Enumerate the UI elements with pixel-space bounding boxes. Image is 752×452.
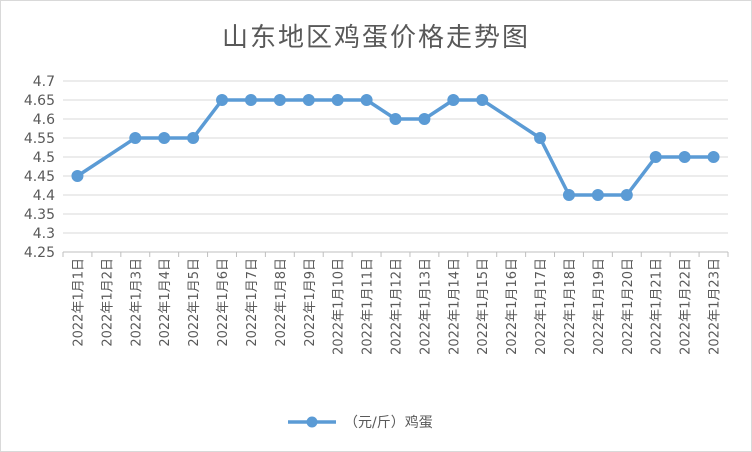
data-point <box>129 132 142 144</box>
x-tick-label: 2022年1月16日 <box>505 258 520 355</box>
data-point <box>273 94 286 106</box>
data-point <box>302 94 315 106</box>
y-tick-label: 4.45 <box>24 169 55 185</box>
data-point <box>389 113 402 125</box>
y-tick-label: 4.6 <box>33 112 55 128</box>
data-point <box>620 189 633 201</box>
data-point <box>591 189 604 201</box>
x-tick-label: 2022年1月21日 <box>650 258 665 355</box>
data-point <box>534 132 547 144</box>
data-point <box>216 94 229 106</box>
x-tick-label: 2022年1月4日 <box>158 258 173 347</box>
legend-label: （元/斤）鸡蛋 <box>344 414 433 431</box>
x-tick-label: 2022年1月23日 <box>708 258 723 355</box>
data-point <box>244 94 257 106</box>
data-point <box>649 151 662 163</box>
chart-title: 山东地区鸡蛋价格走势图 <box>221 23 530 53</box>
x-tick-label: 2022年1月8日 <box>274 258 289 347</box>
data-point <box>447 94 460 106</box>
y-tick-label: 4.55 <box>24 131 55 147</box>
y-tick-label: 4.5 <box>33 150 55 166</box>
x-tick-label: 2022年1月12日 <box>390 258 405 355</box>
x-tick-label: 2022年1月5日 <box>187 258 202 347</box>
data-point <box>331 94 344 106</box>
data-point <box>158 132 171 144</box>
x-tick-label: 2022年1月2日 <box>100 258 115 347</box>
x-tick-label: 2022年1月18日 <box>563 258 578 355</box>
data-point <box>678 151 691 163</box>
data-point <box>187 132 200 144</box>
y-tick-label: 4.3 <box>33 226 55 242</box>
data-point <box>562 189 575 201</box>
x-tick-label: 2022年1月22日 <box>679 258 694 355</box>
x-tick-label: 2022年1月9日 <box>303 258 318 347</box>
x-tick-label: 2022年1月15日 <box>476 258 491 355</box>
data-point <box>476 94 489 106</box>
x-tick-label: 2022年1月10日 <box>332 258 347 355</box>
data-point <box>360 94 373 106</box>
x-tick-label: 2022年1月1日 <box>71 258 86 347</box>
x-tick-label: 2022年1月13日 <box>418 258 433 355</box>
x-tick-label: 2022年1月20日 <box>621 258 636 355</box>
x-tick-label: 2022年1月17日 <box>534 258 549 355</box>
y-tick-label: 4.35 <box>24 207 55 223</box>
data-point <box>707 151 720 163</box>
x-tick-label: 2022年1月11日 <box>361 258 376 355</box>
data-point <box>71 170 84 182</box>
x-tick-label: 2022年1月19日 <box>592 258 607 355</box>
y-tick-label: 4.7 <box>33 74 55 90</box>
y-tick-label: 4.25 <box>24 245 55 261</box>
y-tick-label: 4.65 <box>24 93 55 109</box>
x-tick-label: 2022年1月6日 <box>216 258 231 347</box>
x-tick-label: 2022年1月3日 <box>129 258 144 347</box>
y-tick-label: 4.4 <box>33 188 55 204</box>
x-tick-label: 2022年1月14日 <box>447 258 462 355</box>
data-point <box>418 113 431 125</box>
legend-swatch-marker <box>306 416 318 428</box>
x-tick-label: 2022年1月7日 <box>245 258 260 347</box>
